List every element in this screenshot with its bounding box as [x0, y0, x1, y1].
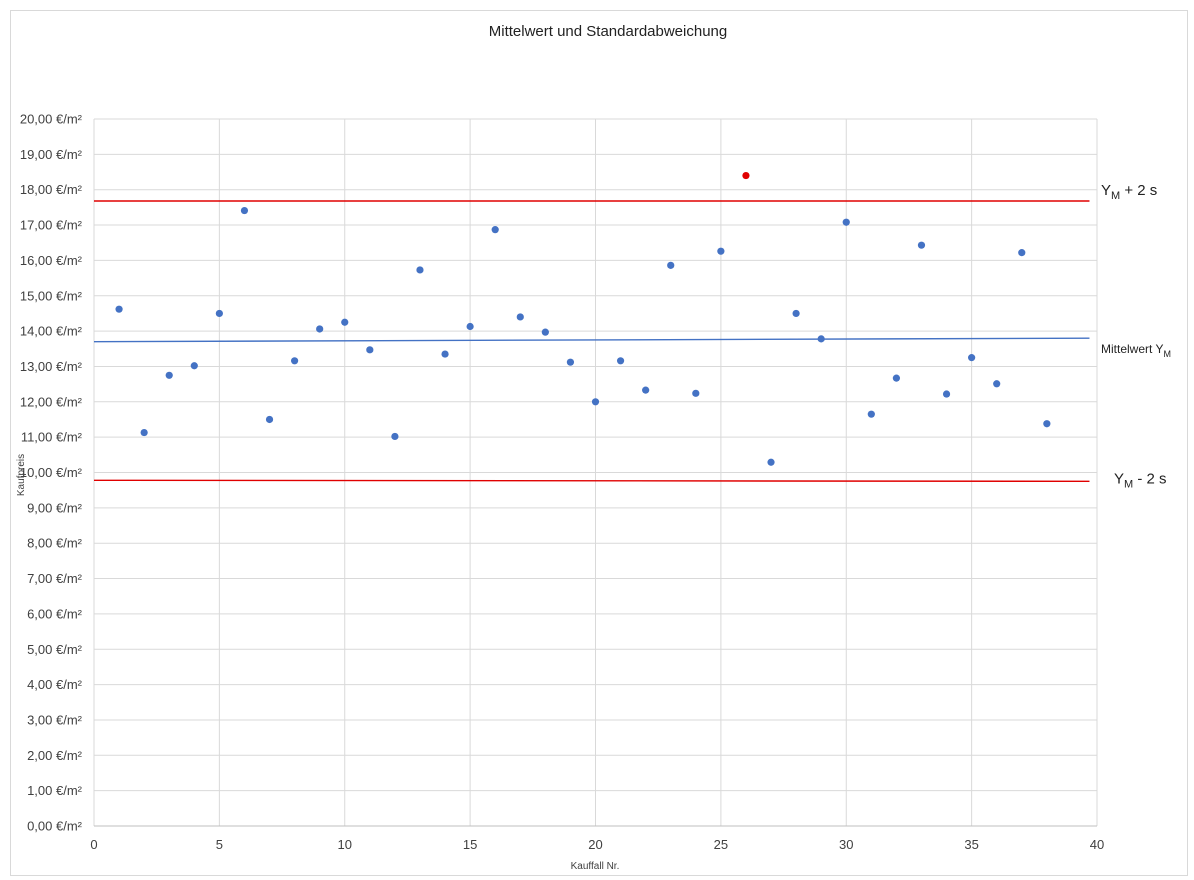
data-point	[316, 325, 324, 333]
data-point	[842, 218, 850, 226]
y-tick-label: 3,00 €/m²	[27, 712, 83, 727]
data-point	[291, 357, 299, 365]
data-point	[1043, 420, 1051, 428]
grid	[93, 118, 1098, 826]
data-point	[566, 358, 575, 366]
data-points	[115, 171, 1051, 466]
mean-line-label: Mittelwert YM	[1101, 342, 1171, 359]
upper-line-label: YM + 2 s	[1101, 182, 1157, 202]
data-point	[667, 261, 675, 269]
y-tick-label: 8,00 €/m²	[27, 536, 83, 551]
outlier-point	[742, 171, 750, 180]
data-point	[767, 458, 775, 466]
chart-title: Mittelwert und Standardabweichung	[489, 23, 727, 40]
data-point	[366, 346, 374, 354]
data-point	[642, 386, 650, 394]
data-point	[968, 354, 976, 362]
x-tick-label: 25	[714, 837, 728, 852]
y-tick-label: 5,00 €/m²	[27, 642, 83, 657]
y-axis-title: Kaufpreis	[16, 454, 27, 496]
y-tick-label: 16,00 €/m²	[20, 253, 83, 268]
data-point	[692, 389, 700, 397]
data-point	[717, 247, 725, 255]
y-tick-label: 2,00 €/m²	[27, 748, 83, 763]
data-point	[215, 309, 223, 318]
y-tick-label: 1,00 €/m²	[27, 783, 83, 798]
y-tick-label: 20,00 €/m²	[20, 112, 83, 127]
data-point	[516, 313, 524, 321]
lower-line-label: YM - 2 s	[1114, 470, 1167, 490]
data-point	[591, 398, 600, 406]
y-tick-label: 18,00 €/m²	[20, 182, 83, 197]
data-point	[140, 428, 148, 437]
x-tick-label: 10	[338, 837, 352, 852]
mean-reference-line	[93, 337, 1090, 343]
data-point	[541, 328, 549, 336]
x-axis-ticks: 0 5 10 15 20 25 30 35 40	[90, 837, 1104, 852]
data-point	[942, 390, 951, 398]
data-point	[441, 350, 449, 358]
data-point	[265, 415, 274, 424]
data-point	[341, 318, 349, 326]
y-tick-label: 6,00 €/m²	[27, 606, 83, 621]
x-tick-label: 35	[964, 837, 978, 852]
y-axis-ticks: 0,00 €/m² 1,00 €/m² 2,00 €/m² 3,00 €/m² 4,00…	[20, 112, 83, 834]
x-tick-label: 0	[90, 837, 97, 852]
data-point	[892, 374, 901, 382]
data-point	[867, 410, 875, 418]
y-tick-label: 9,00 €/m²	[27, 500, 83, 515]
reference-lines: YM + 2 s Mittelwert YM YM - 2 s	[93, 182, 1171, 490]
x-axis-title: Kauffall Nr.	[571, 861, 620, 872]
data-point	[466, 322, 474, 331]
y-tick-label: 10,00 €/m²	[20, 465, 83, 480]
data-point	[616, 357, 625, 365]
y-tick-label: 19,00 €/m²	[20, 147, 83, 162]
data-point	[240, 206, 249, 215]
data-point	[993, 380, 1001, 388]
data-point	[917, 241, 926, 249]
data-point	[165, 371, 173, 379]
data-point	[491, 226, 499, 234]
data-point	[817, 335, 825, 343]
y-tick-label: 11,00 €/m²	[21, 430, 83, 445]
x-tick-label: 30	[839, 837, 853, 852]
y-tick-label: 12,00 €/m²	[20, 394, 83, 409]
y-tick-label: 4,00 €/m²	[27, 677, 83, 692]
x-tick-label: 5	[216, 837, 223, 852]
x-tick-label: 40	[1090, 837, 1104, 852]
y-tick-label: 14,00 €/m²	[20, 324, 83, 339]
data-point	[416, 266, 424, 274]
lower-reference-line	[93, 479, 1090, 483]
data-point	[115, 305, 123, 313]
x-tick-label: 20	[588, 837, 602, 852]
y-tick-label: 17,00 €/m²	[20, 218, 83, 233]
x-tick-label: 15	[463, 837, 477, 852]
data-point	[792, 309, 800, 318]
data-point	[391, 432, 399, 441]
y-tick-label: 7,00 €/m²	[27, 571, 83, 586]
y-tick-label: 13,00 €/m²	[20, 359, 83, 374]
data-point	[190, 362, 198, 370]
data-point	[1018, 249, 1026, 257]
y-tick-label: 0,00 €/m²	[27, 819, 83, 834]
y-tick-label: 15,00 €/m²	[20, 288, 83, 303]
